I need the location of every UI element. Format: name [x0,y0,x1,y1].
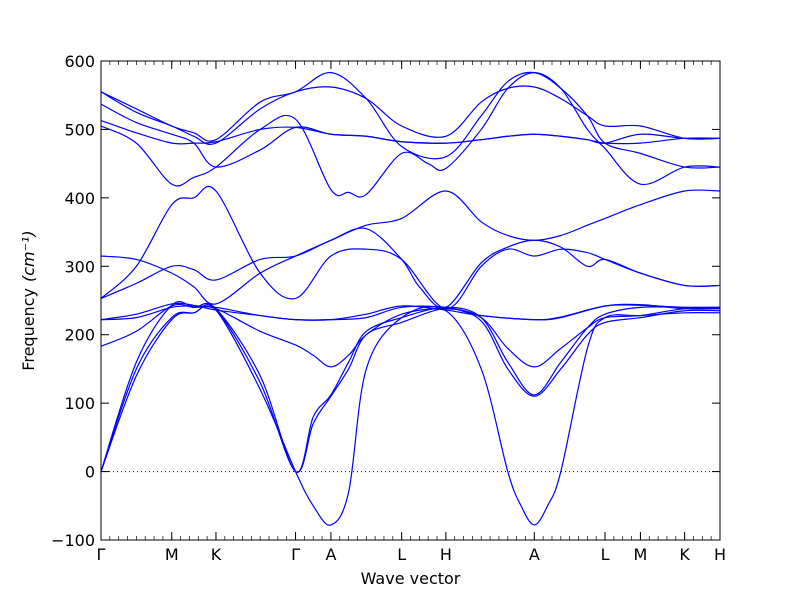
kpoint-label-8: L [601,545,610,564]
kpoint-label-2: K [211,545,222,564]
band-line-band-3 [100,301,720,473]
kpoint-label-5: L [397,545,406,564]
y-axis-label-text: Frequency [19,288,38,371]
band-line-band-12 [100,103,721,168]
band-line-band-13 [100,85,721,145]
ytick-label-5: 400 [64,189,95,208]
band-line-band-6 [100,302,721,321]
kpoint-label-4: A [325,545,336,564]
kpoint-label-7: A [529,545,540,564]
ytick-label-3: 200 [64,326,95,345]
y-axis-label-unit: (cm⁻¹) [19,230,38,282]
plot-frame [100,60,721,541]
y-axis-label: Frequency (cm⁻¹) [19,230,38,370]
kpoint-label-10: K [679,545,690,564]
ytick-label-7: 600 [64,52,95,71]
x-axis-label: Wave vector [361,569,461,588]
band-line-band-14 [100,71,721,169]
minor-x-ticks [100,61,721,540]
ytick-label-0: −100 [51,531,95,550]
kpoint-label-0: Γ [97,545,106,564]
kpoint-label-9: M [634,545,648,564]
ytick-label-6: 500 [64,120,95,139]
y-axis-ticks: −100 0 100 200 300 400 500 600 [51,52,720,550]
ytick-label-4: 300 [64,257,95,276]
ytick-label-2: 100 [64,394,95,413]
band-line-band-7 [100,227,721,309]
kpoint-label-1: M [165,545,179,564]
kpoint-label-6: H [440,545,452,564]
band-lines [100,71,721,526]
kpoint-label-11: H [714,545,726,564]
ytick-label-1: 0 [85,463,95,482]
band-line-band-8 [100,189,721,305]
band-line-band-9 [100,185,721,310]
kpoint-label-3: Γ [291,545,300,564]
